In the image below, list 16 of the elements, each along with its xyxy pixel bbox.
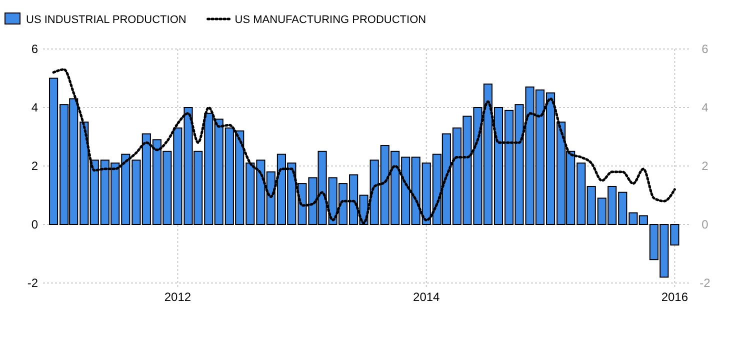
line-series [52, 68, 676, 224]
y2-tick-label: 4 [702, 100, 709, 114]
y-tick-label: 0 [31, 218, 38, 232]
y2-tick-label: 2 [702, 159, 709, 173]
y-tick-label: 4 [31, 100, 38, 114]
legend-label: US MANUFACTURING PRODUCTION [234, 14, 426, 26]
y-tick-label: -2 [27, 276, 38, 290]
x-tick-label: 2014 [413, 290, 440, 304]
legend-label: US INDUSTRIAL PRODUCTION [26, 14, 186, 26]
y-tick-label: 2 [31, 159, 38, 173]
y2-tick-label: 6 [702, 42, 709, 56]
x-tick-label: 2012 [164, 290, 192, 304]
y2-tick-label: 0 [702, 218, 709, 232]
x-tick-label: 2016 [661, 290, 688, 304]
y2-tick-label: -2 [700, 276, 711, 290]
y-tick-label: 6 [31, 42, 38, 56]
